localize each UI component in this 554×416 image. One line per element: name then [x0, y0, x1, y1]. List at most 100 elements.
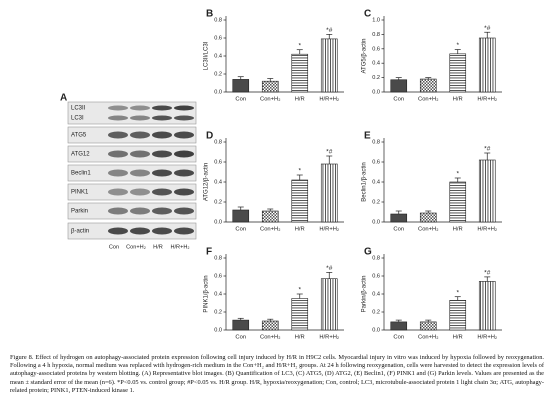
panel-label: F: [206, 247, 212, 258]
y-tick-label: 0.8: [372, 32, 380, 38]
x-tick-label: H/R: [453, 97, 463, 103]
bar: [291, 298, 309, 331]
y-tick-label: 0.8: [214, 139, 222, 145]
bar: [419, 212, 437, 223]
significance-label: *: [298, 168, 301, 175]
x-tick-label: Con+H₂: [418, 227, 438, 233]
blot-band: [130, 188, 150, 196]
y-tick-label: 1.0: [372, 17, 380, 23]
y-tick-label: 0.6: [214, 273, 222, 279]
blot-band: [174, 131, 194, 139]
x-tick-label: H/R+H₂: [477, 227, 497, 233]
blot-band: [130, 227, 150, 235]
bar: [478, 159, 496, 223]
significance-label: *: [456, 171, 459, 178]
y-tick-label: 0.4: [214, 291, 222, 297]
significance-label: *#: [326, 265, 333, 272]
bar: [449, 53, 467, 93]
blot-row-label: PINK1: [71, 190, 89, 196]
x-tick-label: Con: [393, 97, 404, 103]
y-tick-label: 0.4: [372, 291, 380, 297]
blot-band: [152, 150, 172, 158]
bar: [419, 78, 437, 93]
significance-label: *#: [484, 270, 491, 277]
y-tick-label: 0.2: [214, 309, 222, 315]
bar: [390, 213, 408, 223]
y-tick-label: 0.0: [214, 327, 222, 333]
x-tick-label: Con+H₂: [418, 335, 438, 341]
blot-band: [108, 131, 128, 139]
x-tick-label: H/R: [453, 335, 463, 341]
blot-band: [130, 131, 150, 139]
panel-label: D: [206, 131, 213, 142]
bar: [261, 80, 279, 93]
blot-box: [67, 183, 197, 201]
y-tick-label: 0.8: [372, 255, 380, 261]
x-tick-label: H/R+H₂: [319, 97, 339, 103]
blot-band: [108, 115, 128, 121]
blot-band: [108, 207, 128, 215]
x-tick-label: H/R+H₂: [477, 97, 497, 103]
bar: [291, 179, 309, 223]
y-axis-label: LC3II/LC3I: [204, 41, 210, 70]
panel-label: B: [206, 9, 213, 20]
x-tick-label: Con: [393, 335, 404, 341]
x-tick-label: Con: [235, 97, 246, 103]
bar: [320, 38, 338, 93]
blot-band: [130, 207, 150, 215]
blot-lane-label: H/R: [153, 244, 163, 250]
bar: [449, 299, 467, 331]
blot-band: [108, 169, 128, 177]
y-axis-label: Beclin1/β-actin: [362, 162, 368, 201]
y-tick-label: 0.0: [372, 327, 380, 333]
y-tick-label: 0.0: [214, 219, 222, 225]
y-tick-label: 0.6: [372, 159, 380, 165]
x-tick-label: Con+H₂: [260, 335, 280, 341]
blot-row-label: β-actin: [71, 229, 89, 235]
blot-band: [174, 150, 194, 158]
bar: [261, 210, 279, 223]
y-tick-label: 0.2: [214, 199, 222, 205]
y-tick-label: 0.8: [372, 139, 380, 145]
blot-band: [108, 188, 128, 196]
y-tick-label: 0.0: [214, 89, 222, 95]
blot-band: [152, 207, 172, 215]
bar: [419, 321, 437, 331]
blot-band: [108, 105, 128, 111]
blot-band: [174, 115, 194, 121]
bar: [390, 321, 408, 331]
panel-label: A: [60, 93, 67, 104]
blot-band: [174, 105, 194, 111]
blot-row-label: Parkin: [71, 209, 88, 215]
x-tick-label: H/R+H₂: [319, 227, 339, 233]
blot-lane-label: Con: [109, 244, 119, 250]
blot-band: [152, 188, 172, 196]
significance-label: *: [298, 42, 301, 49]
bar: [478, 37, 496, 93]
y-tick-label: 0.2: [214, 71, 222, 77]
y-tick-label: 0.2: [372, 199, 380, 205]
y-tick-label: 0.2: [372, 309, 380, 315]
blot-band: [174, 169, 194, 177]
blot-band: [130, 115, 150, 121]
significance-label: *#: [484, 25, 491, 32]
bar: [261, 320, 279, 331]
blot-lane-label: Con+H₂: [126, 244, 146, 250]
blot-band: [108, 150, 128, 158]
blot-band: [130, 150, 150, 158]
blot-band: [174, 227, 194, 235]
panel-label: E: [364, 131, 371, 142]
significance-label: *#: [326, 27, 333, 34]
x-tick-label: H/R: [295, 335, 305, 341]
x-tick-label: Con: [393, 227, 404, 233]
y-tick-label: 0.8: [214, 255, 222, 261]
y-tick-label: 0.6: [372, 273, 380, 279]
blot-band: [174, 207, 194, 215]
blot-band: [152, 105, 172, 111]
x-tick-label: Con+H₂: [260, 227, 280, 233]
bar: [291, 53, 309, 93]
x-tick-label: H/R: [295, 227, 305, 233]
bar: [232, 209, 250, 223]
y-tick-label: 0.4: [372, 61, 380, 67]
